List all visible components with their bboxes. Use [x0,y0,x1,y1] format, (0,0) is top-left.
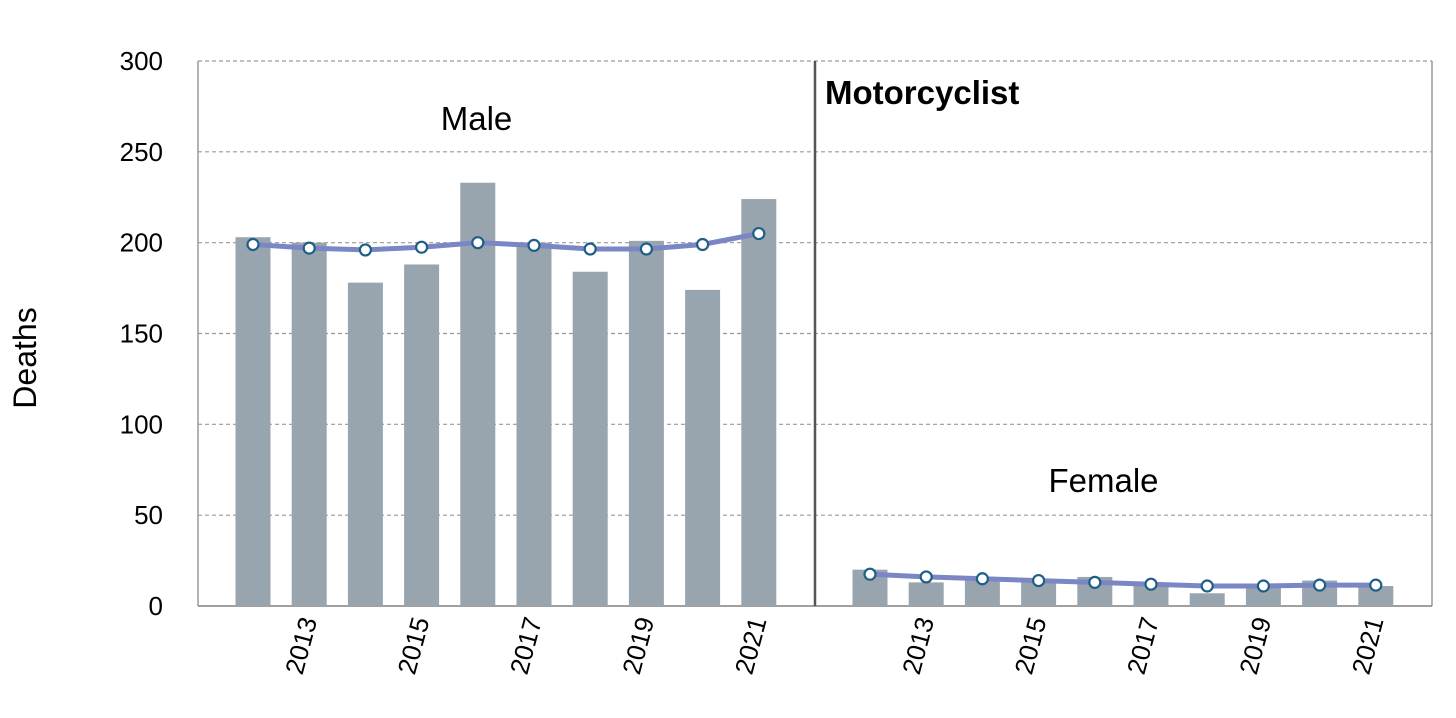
labels: 0 50 100 150 200 250 300 Male 2013 2015 2017 2019 20… [120,46,1390,677]
chart-title: Motorcyclist [825,74,1019,111]
female-trend-point-2016 [1088,575,1102,589]
female-trend-point-2015 [1031,573,1046,588]
female-trend-point-2014 [975,572,990,586]
male-x-tick-label-2015: 2015 [391,614,435,678]
female-x-tick-label-2017: 2017 [1121,614,1165,678]
y-tick-label-0: 0 [149,591,163,621]
male-bar-2021 [741,199,777,607]
female-trend-point-2013 [919,570,933,584]
y-tick-label-100: 100 [120,409,163,439]
female-trend-point-2012 [863,567,877,581]
male-trend-line [250,231,762,253]
female-bar-2019 [1245,586,1281,606]
male-trend-point-2021 [752,226,766,241]
male-bar-2019 [628,240,664,606]
male-bar-2014 [347,282,383,606]
male-trend-point-2014 [358,243,372,257]
female-x-tick-label-2015: 2015 [1008,614,1052,678]
male-trend-point-2012 [246,237,260,252]
female-bar-2021 [1358,586,1394,606]
male-trend-point-2017 [527,238,541,252]
female-trend-point-2021 [1369,578,1383,592]
female-trend-point-2017 [1144,577,1158,591]
female-trend-point-2020 [1312,578,1327,592]
female-bar-2017 [1133,584,1169,606]
female-trend-line [867,571,1379,589]
female-bar-2018 [1189,593,1225,606]
y-tick-label-300: 300 [120,46,163,76]
male-bar-2012 [235,237,271,606]
male-bar-2018 [572,271,608,606]
male-x-tick-label-2019: 2019 [616,614,660,678]
male-bar-2020 [685,289,721,606]
male-panel-label: Male [441,100,513,137]
male-bar-2015 [404,264,440,606]
y-tick-label-250: 250 [120,137,163,167]
female-panel-label: Female [1048,462,1158,499]
female-trend-point-2018 [1200,579,1214,593]
female-bar-2013 [908,582,944,606]
plot-frame [197,61,1433,607]
male-trend-point-2016 [471,236,485,250]
male-bar-2016 [460,182,496,606]
male-x-tick-label-2013: 2013 [279,614,323,678]
y-tick-label-150: 150 [120,319,163,349]
female-x-tick-label-2019: 2019 [1233,614,1277,678]
female-x-tick-label-2021: 2021 [1346,614,1390,678]
trend-lines [246,226,1383,593]
male-trend-point-2019 [639,242,654,256]
male-trend-point-2020 [695,237,710,252]
bars [235,182,1394,607]
male-trend-point-2013 [302,241,316,255]
male-x-tick-label-2021: 2021 [729,614,773,678]
male-bar-2013 [291,242,327,606]
y-axis-title: Deaths [7,307,43,408]
male-bar-2017 [516,242,552,606]
male-x-tick-label-2017: 2017 [504,614,548,678]
male-trend-point-2018 [583,242,597,256]
female-trend-point-2019 [1256,579,1271,593]
y-tick-label-200: 200 [120,228,163,258]
male-trend-point-2015 [415,240,429,254]
y-tick-label-50: 50 [134,500,163,530]
female-x-tick-label-2013: 2013 [896,614,940,678]
